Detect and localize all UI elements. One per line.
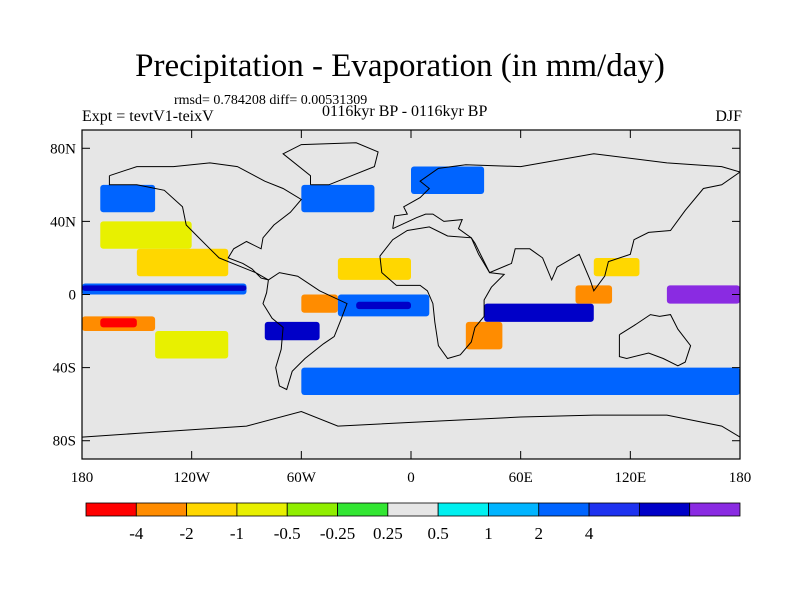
field-region [100, 318, 137, 328]
coast-eurasia [392, 153, 740, 292]
field-region [411, 166, 485, 194]
field-region [337, 257, 411, 280]
colorbar-label: 0.25 [373, 524, 403, 543]
field-region [155, 331, 229, 359]
field-region [136, 248, 229, 277]
x-axis-ticks: 180 120W 60W 0 60E 120E 180 [71, 130, 752, 486]
colorbar-box [437, 502, 489, 517]
colorbar-box [538, 502, 590, 517]
colorbar-label: -1 [230, 524, 244, 543]
colorbar-box [387, 502, 439, 517]
x-tick-label: 120W [173, 470, 211, 486]
period-label: 0116kyr BP - 0116kyr BP [322, 103, 488, 120]
colorbar-label: -0.5 [274, 524, 301, 543]
colorbar-label: -4 [129, 524, 144, 543]
field-region [301, 367, 740, 396]
colorbar-box [638, 502, 691, 517]
field-region [356, 301, 411, 310]
x-tick-label: 60E [509, 470, 533, 486]
chart-title: Precipitation - Evaporation (in mm/day) [135, 48, 665, 84]
colorbar-box [488, 502, 540, 517]
field-region [465, 321, 503, 350]
coast-north-america [108, 162, 303, 281]
colorbar-box [85, 502, 137, 517]
colorbar-box [135, 502, 188, 517]
colorbar-label: 4 [585, 524, 594, 543]
x-tick-label: 120E [614, 470, 646, 486]
coast-antarctica [82, 410, 740, 438]
y-tick-label: 40S [53, 361, 76, 377]
colorbar-label: 2 [535, 524, 544, 543]
colorbar-box [337, 502, 389, 517]
colorbar-box [236, 502, 288, 517]
field-region [100, 221, 192, 249]
x-tick-label: 0 [407, 470, 415, 486]
y-tick-label: 0 [69, 288, 77, 304]
field-regions [82, 166, 740, 396]
field-region [264, 321, 320, 341]
field-region [484, 303, 594, 322]
field-region [666, 285, 740, 304]
colorbar-label: -0.25 [320, 524, 355, 543]
y-tick-label: 80S [53, 434, 76, 450]
coastlines [82, 142, 740, 438]
field-region [575, 285, 613, 304]
field-region [301, 184, 375, 213]
y-tick-label: 40N [50, 214, 76, 230]
coast-greenland [282, 142, 379, 186]
field-region [593, 257, 640, 277]
coast-south-america [262, 272, 348, 391]
x-tick-label: 180 [729, 470, 752, 486]
colorbar-label: 1 [484, 524, 493, 543]
coast-australia [618, 314, 692, 367]
colorbar-box [689, 502, 741, 517]
experiment-label: Expt = tevtV1-teixV [82, 108, 214, 125]
colorbar-box [186, 502, 238, 517]
stats-label: rmsd= 0.784208 diff= 0.00531309 [174, 93, 368, 108]
field-region [100, 184, 156, 213]
colorbar: -4 -2 -1 -0.5 -0.25 0.25 0.5 1 2 4 [85, 502, 741, 543]
colorbar-label: 0.5 [428, 524, 449, 543]
field-region [82, 285, 247, 291]
colorbar-label: -2 [180, 524, 194, 543]
y-tick-label: 80N [50, 141, 76, 157]
y-axis-ticks: 80N 40N 0 40S 80S [50, 141, 740, 450]
field-region [301, 294, 338, 313]
colorbar-box [588, 502, 640, 517]
x-tick-label: 180 [71, 470, 94, 486]
season-label: DJF [715, 108, 742, 125]
x-tick-label: 60W [287, 470, 317, 486]
coast-africa [379, 226, 506, 360]
colorbar-box [286, 502, 338, 517]
